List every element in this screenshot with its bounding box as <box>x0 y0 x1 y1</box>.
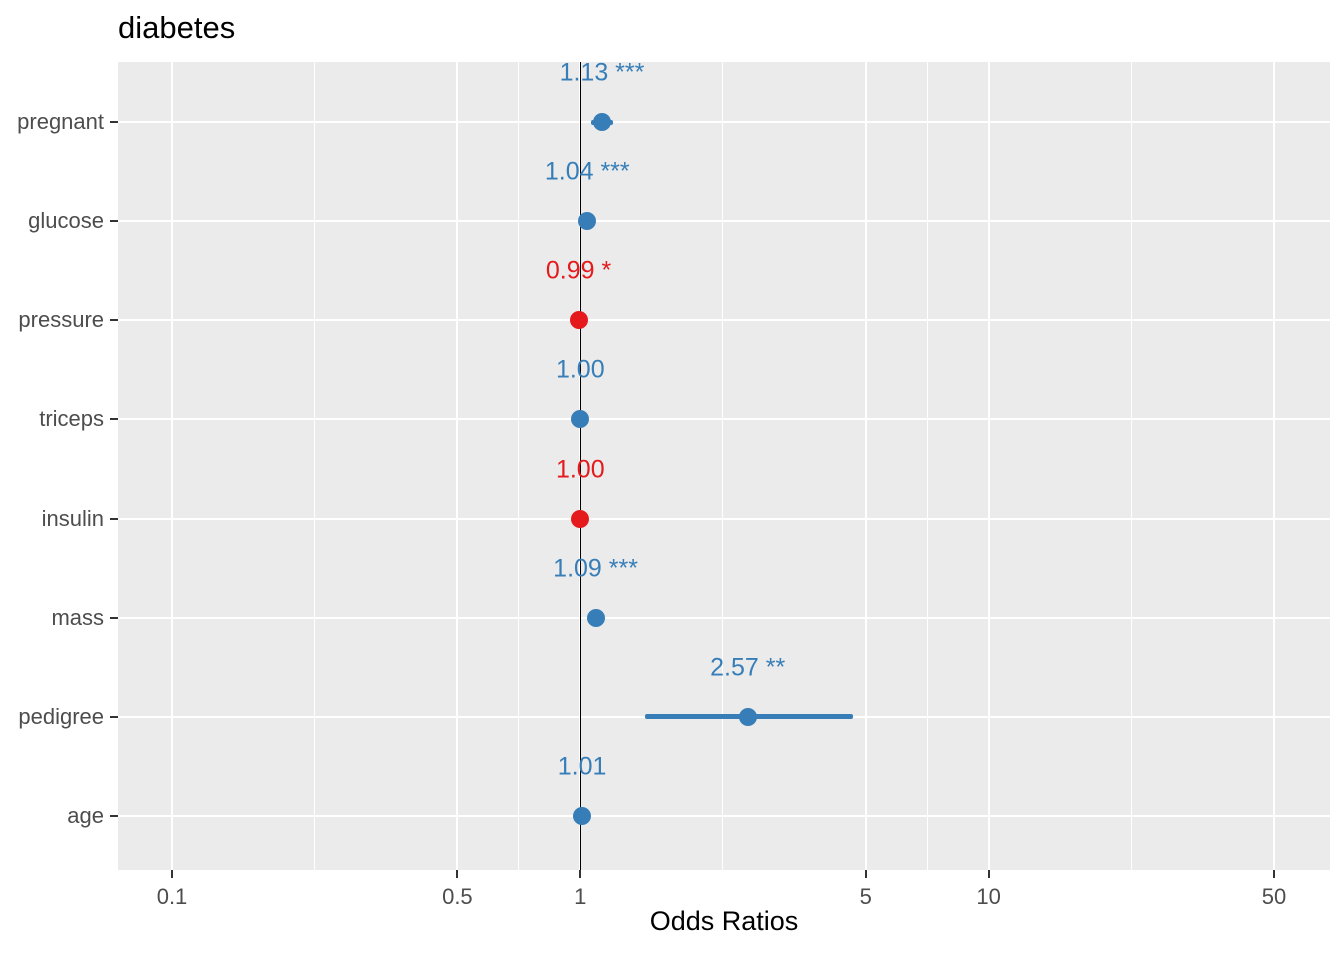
v-gridline-minor <box>1130 62 1132 870</box>
h-gridline <box>118 814 1330 817</box>
h-gridline <box>118 418 1330 421</box>
x-tick-label: 10 <box>976 884 1001 909</box>
y-tick <box>110 715 118 718</box>
estimate-label: 1.00 <box>555 455 605 484</box>
estimate-point <box>578 212 597 231</box>
y-tick-label: age <box>67 802 104 828</box>
chart-title: diabetes <box>118 10 236 45</box>
y-tick-label: mass <box>51 604 104 630</box>
x-tick <box>579 870 582 878</box>
x-tick-label: 1 <box>574 884 587 909</box>
estimate-label: 1.01 <box>557 752 607 781</box>
v-gridline-minor <box>518 62 520 870</box>
v-gridline-minor <box>722 62 724 870</box>
x-tick-label: 5 <box>859 884 872 909</box>
v-gridline-major <box>1272 62 1275 870</box>
h-gridline <box>118 220 1330 223</box>
estimate-label: 1.13 *** <box>559 58 645 87</box>
estimate-point <box>573 806 592 825</box>
y-tick <box>110 418 118 421</box>
x-tick <box>987 870 990 878</box>
y-tick <box>110 814 118 817</box>
v-gridline-minor <box>314 62 316 870</box>
estimate-point <box>571 509 590 528</box>
x-tick <box>864 870 867 878</box>
y-tick <box>110 121 118 123</box>
h-gridline <box>118 616 1330 619</box>
v-gridline-major <box>864 62 867 870</box>
y-tick-label: pregnant <box>17 109 104 134</box>
y-tick <box>110 220 118 223</box>
estimate-point <box>571 410 590 429</box>
estimate-label: 1.09 *** <box>553 554 638 583</box>
v-gridline-minor <box>926 62 928 870</box>
estimate-point <box>569 311 588 330</box>
x-tick-label: 0.5 <box>442 884 473 909</box>
estimate-label: 2.57 ** <box>710 653 786 682</box>
x-tick-label: 50 <box>1261 884 1287 909</box>
plot-panel: 1.13 *** 1.04 *** 0.99 * 1.00 1.00 1.09 *** 2.… <box>118 58 1330 870</box>
h-gridline <box>118 319 1330 322</box>
estimate-label: 1.04 *** <box>544 157 630 186</box>
estimate-point <box>592 113 611 131</box>
y-tick-label: pedigree <box>18 703 104 729</box>
y-tick-label: triceps <box>39 406 104 432</box>
h-gridline <box>118 121 1330 123</box>
x-tick-label: 0.1 <box>156 884 188 909</box>
y-tick-label: insulin <box>41 505 104 531</box>
estimate-point <box>586 608 605 627</box>
x-tick <box>456 870 459 878</box>
v-gridline-major <box>171 62 173 870</box>
y-tick <box>110 616 118 619</box>
y-tick <box>110 319 118 322</box>
estimate-label: 0.99 * <box>545 256 612 285</box>
y-tick-label: pressure <box>18 307 104 333</box>
estimate-label: 1.00 <box>555 355 605 384</box>
x-tick <box>1272 870 1275 878</box>
reference-line <box>579 62 582 870</box>
x-axis-title: Odds Ratios <box>649 906 799 936</box>
x-tick <box>171 870 173 878</box>
estimate-point <box>738 707 757 726</box>
v-gridline-major <box>987 62 990 870</box>
y-tick <box>110 517 118 520</box>
y-tick-label: glucose <box>28 208 104 234</box>
h-gridline <box>118 517 1330 520</box>
v-gridline-major <box>456 62 459 870</box>
